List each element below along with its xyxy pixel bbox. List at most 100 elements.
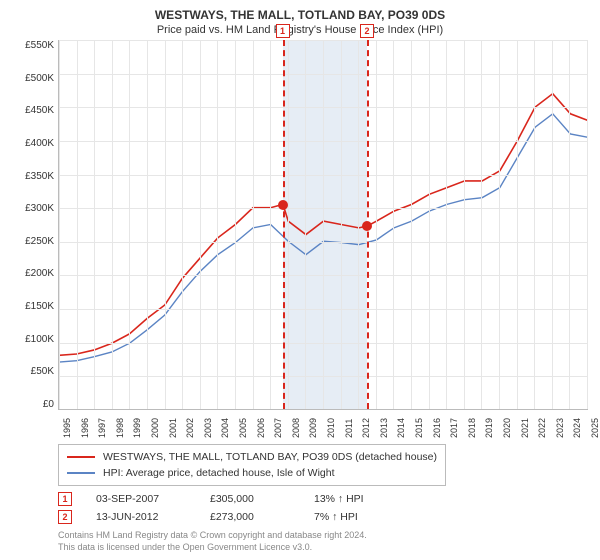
gridline-v [481,40,482,409]
gridline-v [270,40,271,409]
y-tick-label: £0 [43,399,54,410]
gridline-v [517,40,518,409]
x-tick-label: 2016 [432,418,442,438]
gridline-v [129,40,130,409]
x-tick-label: 2008 [291,418,301,438]
y-tick-label: £150K [25,301,54,312]
event-marker-line [283,40,285,409]
x-axis: 1995199619971998199920002001200220032004… [58,410,586,442]
x-tick-label: 2002 [185,418,195,438]
y-tick-label: £400K [25,138,54,149]
gridline-v [429,40,430,409]
event-dot [362,221,372,231]
x-tick-label: 2009 [308,418,318,438]
x-tick-label: 2011 [344,419,354,438]
x-tick-label: 2001 [168,418,178,438]
x-tick-label: 2023 [555,418,565,438]
chart-title: WESTWAYS, THE MALL, TOTLAND BAY, PO39 0D… [12,8,588,22]
y-tick-label: £450K [25,105,54,116]
event-dot [278,200,288,210]
x-tick-label: 2005 [238,418,248,438]
footnote-line: Contains HM Land Registry data © Crown c… [58,530,588,542]
event-row: 103-SEP-2007£305,00013% ↑ HPI [58,492,588,506]
y-tick-label: £100K [25,334,54,345]
legend: WESTWAYS, THE MALL, TOTLAND BAY, PO39 0D… [58,444,446,486]
x-tick-label: 2010 [326,418,336,438]
x-tick-label: 2015 [414,418,424,438]
x-tick-label: 2022 [537,418,547,438]
y-tick-label: £200K [25,268,54,279]
gridline-v [393,40,394,409]
event-price: £273,000 [210,511,290,523]
event-marker-box: 1 [276,24,290,38]
gridline-v [411,40,412,409]
x-tick-label: 2021 [520,418,530,438]
legend-label: WESTWAYS, THE MALL, TOTLAND BAY, PO39 0D… [103,449,437,465]
x-tick-label: 1996 [80,418,90,438]
event-date: 03-SEP-2007 [96,493,186,505]
x-tick-label: 2019 [484,418,494,438]
plot-area: 12 [58,40,588,410]
legend-label: HPI: Average price, detached house, Isle… [103,465,335,481]
x-tick-label: 2017 [449,418,459,438]
event-num: 1 [58,492,72,506]
x-tick-label: 2013 [379,418,389,438]
y-axis: £550K£500K£450K£400K£350K£300K£250K£200K… [12,40,58,410]
plot-row: £550K£500K£450K£400K£350K£300K£250K£200K… [12,40,588,410]
x-tick-label: 2018 [467,418,477,438]
footnote: Contains HM Land Registry data © Crown c… [58,530,588,553]
x-tick-label: 2003 [203,418,213,438]
footnote-line: This data is licensed under the Open Gov… [58,542,588,554]
y-tick-label: £250K [25,236,54,247]
gridline-v [217,40,218,409]
gridline-v [77,40,78,409]
gridline-v [587,40,588,409]
gridline-v [253,40,254,409]
gridline-v [112,40,113,409]
x-tick-label: 1995 [62,418,72,438]
x-tick-label: 2020 [502,418,512,438]
x-tick-label: 1999 [132,418,142,438]
x-tick-label: 2000 [150,418,160,438]
event-date: 13-JUN-2012 [96,511,186,523]
gridline-v [94,40,95,409]
gridline-v [200,40,201,409]
gridline-v [499,40,500,409]
legend-swatch [67,472,95,474]
x-tick-label: 2025 [590,418,600,438]
gridline-v [341,40,342,409]
event-num: 2 [58,510,72,524]
gridline-v [235,40,236,409]
gridline-v [446,40,447,409]
gridline-v [464,40,465,409]
gridline-v [376,40,377,409]
gridline-v [305,40,306,409]
gridline-v [534,40,535,409]
x-tick-label: 2012 [361,418,371,438]
y-tick-label: £550K [25,40,54,51]
gridline-v [358,40,359,409]
x-tick-label: 2007 [273,418,283,438]
y-tick-label: £350K [25,171,54,182]
x-tick-label: 2006 [256,418,266,438]
event-table: 103-SEP-2007£305,00013% ↑ HPI213-JUN-201… [58,492,588,524]
gridline-v [147,40,148,409]
x-tick-label: 1998 [115,418,125,438]
x-tick-label: 2024 [572,418,582,438]
x-tick-label: 2004 [220,418,230,438]
event-delta: 7% ↑ HPI [314,511,358,523]
price-chart: WESTWAYS, THE MALL, TOTLAND BAY, PO39 0D… [0,0,600,560]
event-price: £305,000 [210,493,290,505]
gridline-v [59,40,60,409]
gridline-v [288,40,289,409]
gridline-v [323,40,324,409]
gridline-v [569,40,570,409]
event-row: 2 13-JUN-2012 £273,000 7% ↑ HPI [58,510,588,524]
y-tick-label: £50K [31,366,54,377]
y-tick-label: £500K [25,73,54,84]
legend-swatch [67,456,95,458]
legend-item: WESTWAYS, THE MALL, TOTLAND BAY, PO39 0D… [67,449,437,465]
legend-item: HPI: Average price, detached house, Isle… [67,465,437,481]
chart-subtitle: Price paid vs. HM Land Registry's House … [12,24,588,36]
x-tick-label: 2014 [396,418,406,438]
